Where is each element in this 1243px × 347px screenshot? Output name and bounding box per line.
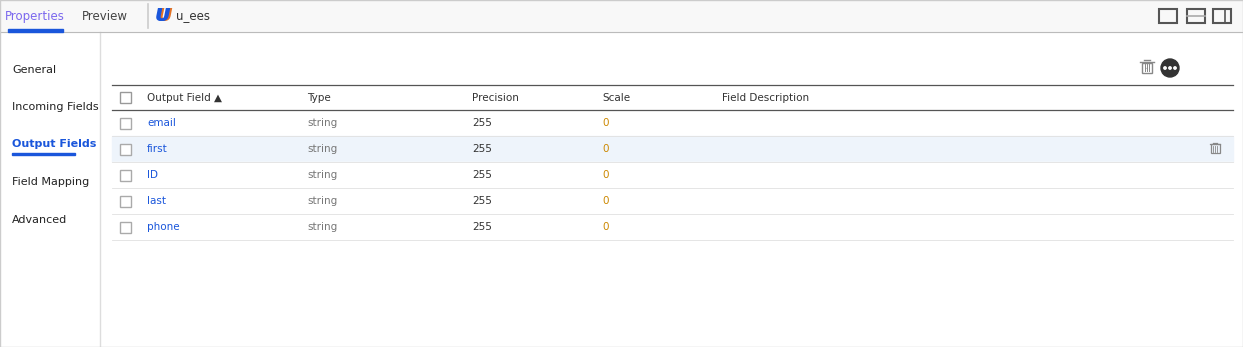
Text: u_ees: u_ees — [177, 9, 210, 23]
Bar — [164, 7, 172, 25]
Text: 255: 255 — [472, 196, 492, 206]
Text: last: last — [147, 196, 167, 206]
Bar — [112, 110, 1233, 136]
Text: phone: phone — [147, 222, 180, 232]
Text: string: string — [307, 170, 337, 180]
Text: ⌫: ⌫ — [1146, 67, 1149, 69]
Text: Properties: Properties — [5, 9, 65, 23]
Text: Incoming Fields: Incoming Fields — [12, 102, 98, 112]
Bar — [121, 92, 131, 103]
Circle shape — [1161, 59, 1180, 77]
Text: General: General — [12, 65, 56, 75]
Text: 0: 0 — [602, 144, 609, 154]
Text: Preview: Preview — [82, 9, 128, 23]
Circle shape — [1168, 67, 1171, 69]
Text: Advanced: Advanced — [12, 215, 67, 225]
Bar — [121, 118, 131, 128]
Bar — [121, 221, 131, 232]
Text: Precision: Precision — [472, 93, 518, 102]
Text: Type: Type — [307, 93, 331, 102]
Text: email: email — [147, 118, 175, 128]
Text: U: U — [158, 7, 173, 25]
Text: 255: 255 — [472, 170, 492, 180]
Text: Field Mapping: Field Mapping — [12, 177, 89, 187]
Bar — [112, 136, 1233, 162]
Bar — [12, 152, 75, 155]
Bar — [1142, 63, 1152, 73]
Text: U: U — [154, 7, 169, 25]
Text: 255: 255 — [472, 144, 492, 154]
Bar — [7, 29, 63, 32]
Text: 0: 0 — [602, 118, 609, 128]
Text: 0: 0 — [602, 170, 609, 180]
Text: ID: ID — [147, 170, 158, 180]
Bar — [121, 195, 131, 206]
Circle shape — [1163, 67, 1166, 69]
Bar — [112, 162, 1233, 188]
Text: string: string — [307, 144, 337, 154]
Bar — [1211, 144, 1219, 153]
Text: U: U — [155, 7, 170, 25]
Text: Scale: Scale — [602, 93, 630, 102]
Bar — [1213, 9, 1231, 23]
Text: 255: 255 — [472, 222, 492, 232]
Text: 0: 0 — [602, 196, 609, 206]
Text: 0: 0 — [602, 222, 609, 232]
Circle shape — [1173, 67, 1176, 69]
Text: first: first — [147, 144, 168, 154]
Text: string: string — [307, 118, 337, 128]
Bar — [121, 169, 131, 180]
Bar — [112, 188, 1233, 214]
Text: string: string — [307, 222, 337, 232]
Text: 255: 255 — [472, 118, 492, 128]
Bar — [0, 0, 1243, 32]
Text: string: string — [307, 196, 337, 206]
Bar — [121, 144, 131, 154]
Bar — [1158, 9, 1177, 23]
Bar — [112, 214, 1233, 240]
Text: Output Field ▲: Output Field ▲ — [147, 93, 222, 102]
Text: Field Description: Field Description — [722, 93, 809, 102]
Text: Output Fields: Output Fields — [12, 139, 97, 149]
Bar — [164, 8, 170, 24]
Bar — [1187, 9, 1204, 23]
